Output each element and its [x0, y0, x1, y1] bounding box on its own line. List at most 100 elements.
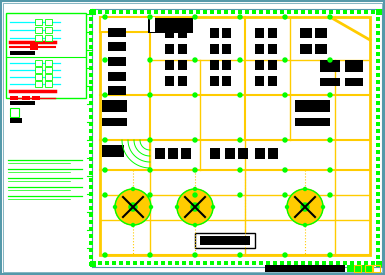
- Bar: [89, 164, 93, 168]
- Bar: [347, 265, 372, 272]
- Circle shape: [238, 168, 242, 172]
- Bar: [255, 44, 264, 54]
- Bar: [376, 248, 380, 252]
- Bar: [222, 76, 231, 86]
- Circle shape: [194, 224, 196, 227]
- Bar: [376, 9, 382, 15]
- Bar: [195, 233, 255, 248]
- Bar: [210, 148, 220, 159]
- Circle shape: [193, 253, 197, 257]
- Circle shape: [283, 58, 287, 62]
- Circle shape: [194, 188, 196, 191]
- Bar: [178, 76, 187, 86]
- Bar: [45, 74, 52, 80]
- Bar: [112, 261, 116, 265]
- Circle shape: [287, 189, 323, 225]
- Bar: [126, 261, 130, 265]
- Circle shape: [103, 138, 107, 142]
- Bar: [89, 115, 93, 119]
- Bar: [196, 261, 200, 265]
- Bar: [376, 24, 380, 28]
- Bar: [10, 108, 19, 117]
- Bar: [376, 45, 380, 49]
- Bar: [376, 220, 380, 224]
- Bar: [195, 233, 255, 248]
- Circle shape: [211, 205, 214, 208]
- Bar: [89, 227, 93, 231]
- Circle shape: [132, 224, 134, 227]
- Bar: [126, 10, 130, 14]
- Bar: [89, 136, 93, 140]
- Circle shape: [103, 168, 107, 172]
- Bar: [376, 157, 380, 161]
- Bar: [89, 24, 93, 28]
- Bar: [89, 45, 93, 49]
- Bar: [322, 261, 326, 265]
- Circle shape: [328, 58, 332, 62]
- Bar: [371, 261, 375, 265]
- Bar: [294, 10, 298, 14]
- Circle shape: [238, 15, 242, 19]
- Bar: [45, 60, 52, 66]
- Bar: [210, 261, 214, 265]
- Bar: [210, 44, 219, 54]
- Bar: [200, 236, 250, 245]
- Bar: [336, 261, 340, 265]
- Circle shape: [114, 205, 117, 208]
- Bar: [10, 51, 35, 55]
- Bar: [376, 192, 380, 196]
- Bar: [168, 10, 172, 14]
- Circle shape: [238, 58, 242, 62]
- Bar: [89, 157, 93, 161]
- Bar: [161, 10, 165, 14]
- Bar: [376, 171, 380, 175]
- Bar: [343, 10, 347, 14]
- Bar: [89, 101, 93, 105]
- Bar: [365, 265, 372, 272]
- Bar: [320, 60, 340, 72]
- Bar: [376, 52, 380, 56]
- Bar: [376, 73, 380, 77]
- Bar: [89, 192, 93, 196]
- Bar: [89, 213, 93, 217]
- Bar: [140, 10, 144, 14]
- Bar: [376, 150, 380, 154]
- Bar: [376, 234, 380, 238]
- Circle shape: [303, 224, 306, 227]
- Bar: [108, 72, 126, 81]
- Circle shape: [328, 168, 332, 172]
- Bar: [108, 42, 126, 51]
- Bar: [217, 261, 221, 265]
- Bar: [89, 241, 93, 245]
- Circle shape: [148, 138, 152, 142]
- Bar: [165, 60, 174, 70]
- Bar: [89, 143, 93, 147]
- Bar: [89, 206, 93, 210]
- Bar: [295, 100, 330, 112]
- Bar: [354, 265, 361, 272]
- Circle shape: [283, 93, 287, 97]
- Bar: [89, 66, 93, 70]
- Bar: [100, 17, 150, 32]
- Bar: [150, 17, 155, 32]
- Circle shape: [328, 193, 332, 197]
- Bar: [224, 261, 228, 265]
- Bar: [133, 261, 137, 265]
- Bar: [89, 171, 93, 175]
- Bar: [178, 28, 187, 38]
- Circle shape: [132, 188, 134, 191]
- Bar: [300, 44, 312, 54]
- Bar: [255, 60, 264, 70]
- Bar: [225, 148, 235, 159]
- Circle shape: [328, 93, 332, 97]
- Bar: [336, 10, 340, 14]
- Bar: [376, 143, 380, 147]
- Circle shape: [303, 188, 306, 191]
- Bar: [376, 261, 382, 267]
- Circle shape: [286, 205, 288, 208]
- Bar: [294, 261, 298, 265]
- Bar: [268, 28, 277, 38]
- Bar: [329, 10, 333, 14]
- Bar: [181, 148, 191, 159]
- Bar: [102, 100, 127, 112]
